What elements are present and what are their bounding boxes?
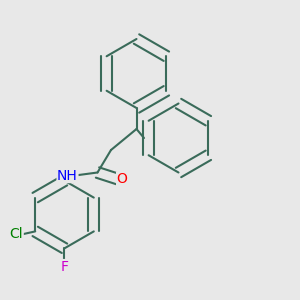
Text: F: F <box>61 260 68 274</box>
Text: O: O <box>117 172 128 186</box>
Text: NH: NH <box>57 169 78 182</box>
Text: Cl: Cl <box>10 227 23 242</box>
